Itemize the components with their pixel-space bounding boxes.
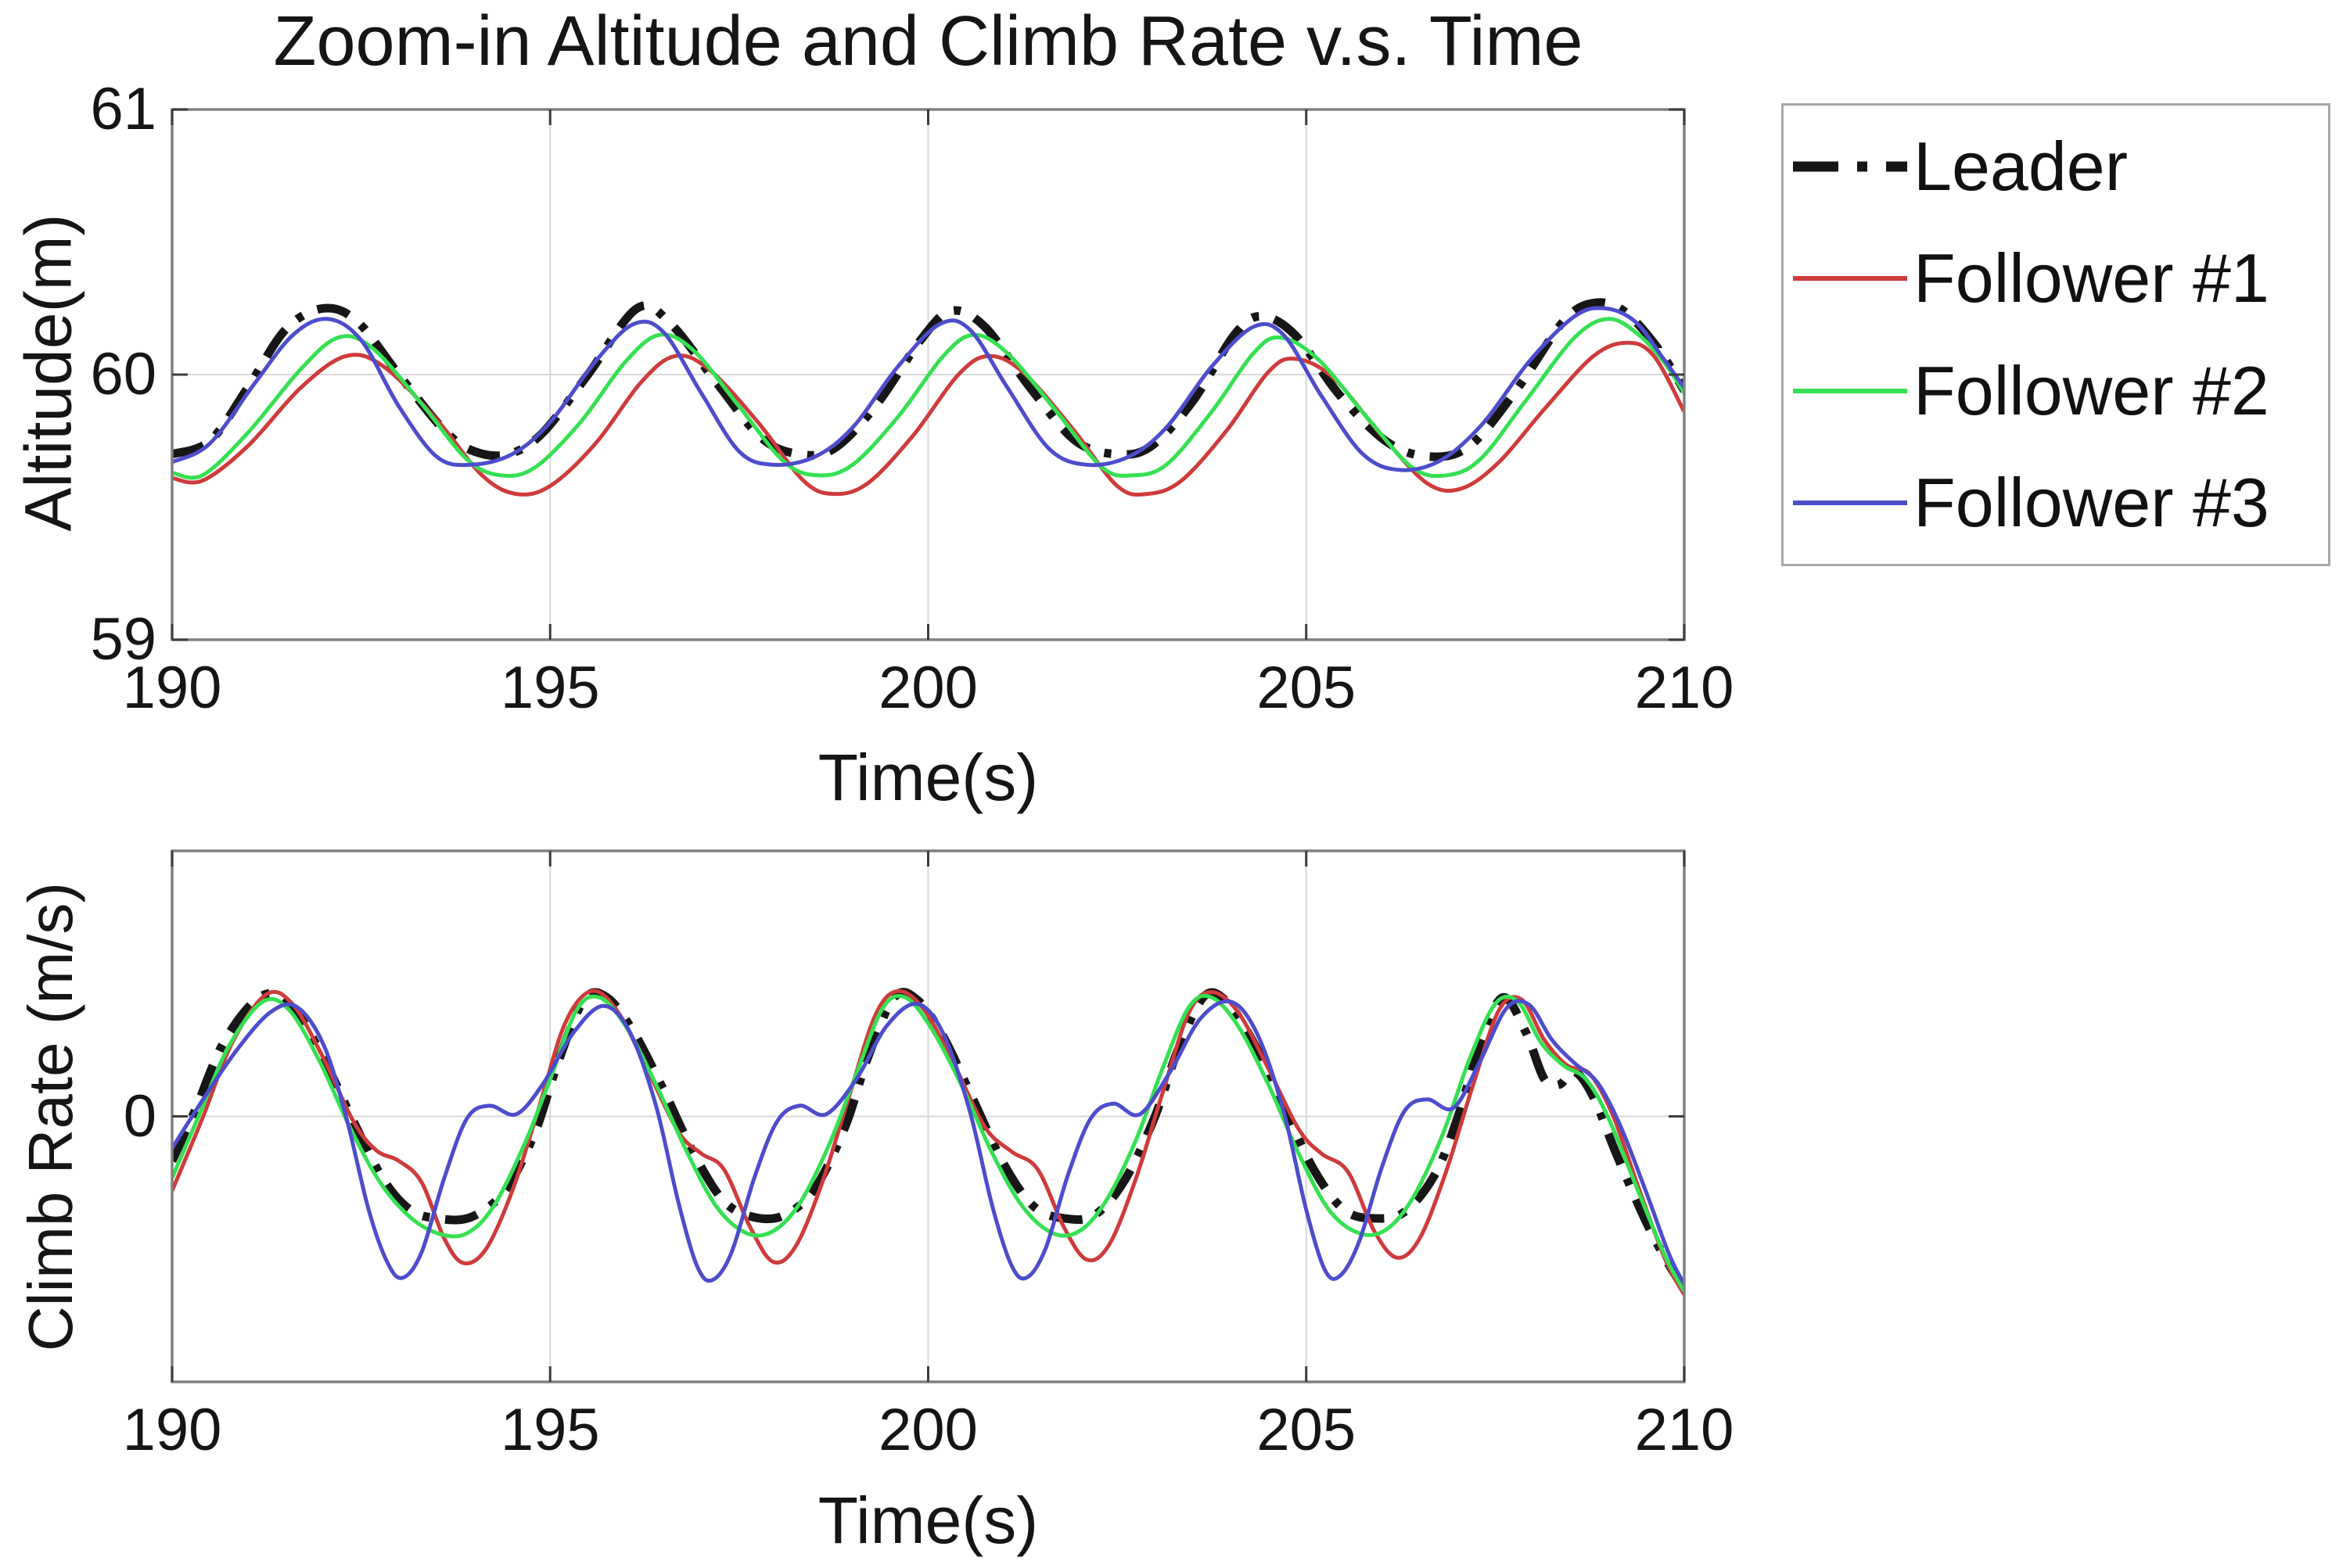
legend-line-sample	[1793, 161, 1907, 172]
x-tick-label: 195	[500, 1397, 600, 1463]
legend-line-sample	[1793, 388, 1907, 393]
legend-item: Follower #3	[1791, 448, 2328, 558]
legend-item: Follower #2	[1791, 336, 2328, 446]
y-tick-label: 0	[123, 1082, 156, 1150]
x-tick-label: 200	[878, 1397, 978, 1463]
series-line-follower-2	[172, 317, 1684, 480]
legend-box: Leader Follower #1 Follower #2 Follower #3	[1781, 103, 2330, 566]
series-line-follower-1	[172, 340, 1684, 497]
x-tick-label: 195	[500, 655, 600, 721]
legend-item: Follower #1	[1791, 224, 2328, 333]
x-tick-label: 210	[1634, 655, 1734, 721]
x-tick-label: 190	[122, 1397, 222, 1463]
legend-label: Follower #1	[1913, 239, 2269, 318]
x-tick-label: 200	[878, 655, 978, 721]
y-tick-label: 59	[90, 606, 156, 673]
legend-line-sample	[1793, 276, 1907, 282]
x-axis-label-bottom: Time(s)	[817, 1484, 1039, 1557]
chart-title: Zoom-in Altitude and Climb Rate v.s. Tim…	[273, 2, 1583, 81]
legend-item: Leader	[1791, 112, 2328, 221]
legend-label: Follower #2	[1913, 351, 2269, 429]
legend-label: Leader	[1913, 127, 2129, 205]
series-line-follower-3	[172, 306, 1684, 472]
x-tick-label: 190	[122, 655, 222, 721]
series-line-leader	[172, 988, 1684, 1291]
legend-line-sample	[1793, 501, 1907, 506]
series-line-follower-2	[172, 993, 1684, 1293]
x-tick-label: 205	[1256, 655, 1356, 721]
x-tick-label: 210	[1634, 1397, 1734, 1463]
y-tick-label: 60	[90, 341, 156, 407]
x-axis-label-top: Time(s)	[817, 741, 1039, 814]
legend-label: Follower #3	[1913, 464, 2269, 542]
series-line-follower-3	[172, 999, 1684, 1286]
x-tick-label: 205	[1256, 1397, 1356, 1463]
y-tick-label: 61	[90, 76, 156, 142]
